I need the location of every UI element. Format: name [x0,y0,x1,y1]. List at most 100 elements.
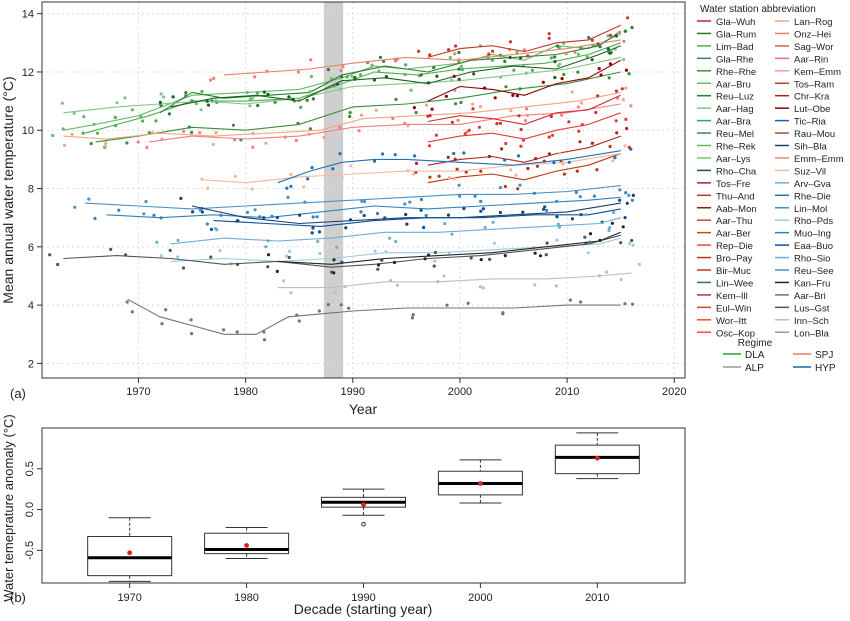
data-point [311,97,315,101]
data-point [446,155,450,159]
x-axis-label: Year [349,401,378,417]
legend-label: Kem–Ill [716,291,748,302]
data-point [339,75,344,79]
data-point [492,241,496,245]
data-point [372,159,377,163]
series-line [106,196,621,219]
box [87,536,173,577]
data-point [302,185,306,189]
data-point [419,197,423,202]
data-point [299,105,303,109]
data-point [575,169,579,173]
data-point [522,48,527,52]
data-point [487,52,491,56]
data-point [266,253,271,257]
data-point [171,95,175,99]
data-point [436,280,440,284]
data-point [500,147,504,151]
outlier-point [361,521,366,527]
data-point [378,55,382,59]
data-point [504,85,508,89]
data-point [48,253,52,257]
mean-point [594,455,600,461]
data-point [447,251,451,255]
data-point [191,210,195,214]
legend-label: Aar–Rin [794,54,828,65]
data-point [82,115,86,119]
data-point [443,222,447,226]
data-point [453,157,457,161]
data-point [524,107,529,111]
data-point [245,90,249,95]
data-point [428,175,432,179]
data-point [621,225,625,229]
data-point [518,183,522,187]
data-point [154,119,158,123]
data-point [460,67,464,72]
legend-label: Aar–Thu [716,216,752,227]
data-point [498,121,502,125]
data-point [317,230,322,234]
data-point [266,92,270,96]
data-point [189,318,193,322]
data-point [457,50,461,55]
data-point [104,141,108,145]
data-point [125,141,129,145]
data-point [339,303,343,307]
series-line [277,150,621,184]
data-point [235,330,239,334]
data-point [625,126,629,131]
data-point [511,93,515,97]
x-tick-label: 2000 [448,386,472,398]
data-point [384,250,388,254]
legend-label: Eul–Win [716,303,751,314]
data-point [623,29,627,33]
data-point [125,300,129,304]
data-point [372,78,377,82]
data-point [222,328,226,332]
data-point [370,63,374,67]
data-point [375,211,380,216]
data-point [481,207,485,211]
data-point [558,62,562,66]
data-point [501,311,505,315]
data-point [233,138,237,142]
data-point [483,225,487,230]
x-axis-ticks-b: 1970 1980 1990 2000 2010 [117,583,610,604]
data-point [454,102,458,106]
legend-label: Lus–Gst [794,303,830,314]
data-point [562,72,566,77]
data-point [471,102,475,106]
data-point [532,191,537,195]
data-point [514,173,518,177]
data-point [577,129,581,133]
legend-label: Bro–Pay [716,254,753,265]
data-point [457,67,461,71]
data-point [344,226,348,230]
legend-label: Osc–Kop [716,328,755,339]
data-point [231,123,235,127]
data-point [168,248,172,252]
data-point [347,306,351,310]
data-point [281,279,286,283]
data-point [621,57,626,62]
y-tick-label: 2 [28,358,34,370]
data-point [622,39,626,43]
data-point [142,212,146,216]
data-point [543,205,547,209]
data-point [452,74,456,78]
data-point [403,202,407,206]
data-point [295,313,299,317]
legend-label: Thu–And [716,191,755,202]
legend: Water station abbreviation Gla–WuhGla–Ru… [697,4,844,374]
data-point [176,238,180,242]
data-point [562,172,567,176]
data-point [630,238,634,243]
data-point [503,158,507,162]
legend-label: Lon–Bla [794,328,830,339]
data-point [359,210,363,214]
y-tick-label: 14 [22,9,34,21]
data-point [384,75,389,79]
data-point [308,89,312,93]
data-point [457,183,461,187]
